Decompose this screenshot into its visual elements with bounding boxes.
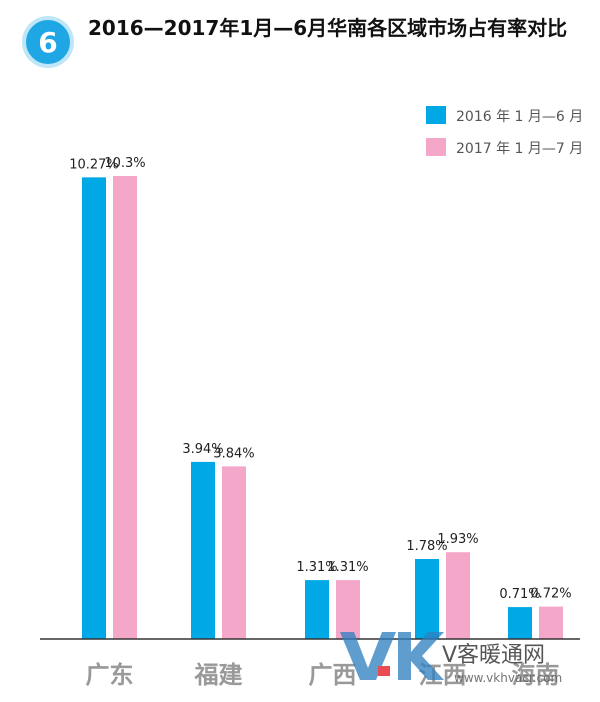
legend-label-2017: 2017 年 1 月—7 月 — [456, 141, 583, 157]
watermark-v-shape — [340, 632, 396, 680]
watermark-site-name: V客暖通网 — [442, 643, 545, 668]
bar-福建-s1 — [191, 461, 215, 639]
chart-title: 2016—2017年1月—6月华南各区域市场占有率对比 — [88, 16, 568, 40]
value-label-海南-s1: 0.71% — [499, 587, 540, 602]
bar-广东-s1 — [82, 177, 106, 639]
bar-江西-s2 — [446, 552, 470, 639]
value-label-广东-s2: 10.3% — [104, 156, 145, 171]
legend-swatch-2017 — [426, 138, 446, 156]
x-tick-labels-group: 广东 福建 广西 江西 海南 — [86, 661, 560, 689]
bar-江西-s1 — [415, 558, 439, 639]
value-label-福建-s1: 3.94% — [182, 442, 223, 457]
watermark-red-dot — [378, 666, 390, 676]
value-labels-group: 10.27%10.3% 3.94%3.84% 1.31%1.31% 1.78%1.93… — [69, 156, 571, 602]
watermark-url: www.vkhvacr.com — [454, 671, 562, 685]
x-tick-label-广东: 广东 — [86, 661, 134, 689]
watermark: V客暖通网 www.vkhvacr.com — [340, 632, 562, 685]
x-tick-label-海南: 海南 — [512, 661, 560, 689]
bar-福建-s2 — [222, 466, 246, 639]
bar-广西-s1 — [305, 580, 329, 639]
legend: 2016 年 1 月—6 月 2017 年 1 月—7 月 — [426, 106, 583, 157]
legend-swatch-2016 — [426, 106, 446, 124]
value-label-广东-s1: 10.27% — [69, 157, 119, 172]
bar-广东-s2 — [113, 176, 137, 639]
value-label-福建-s2: 3.84% — [213, 446, 254, 461]
value-label-广西-s1: 1.31% — [296, 560, 337, 575]
watermark-k-shape — [398, 632, 444, 680]
bar-广西-s2 — [336, 580, 360, 639]
value-label-海南-s2: 0.72% — [530, 587, 571, 602]
legend-label-2016: 2016 年 1 月—6 月 — [456, 109, 583, 125]
bar-海南-s1 — [508, 607, 532, 639]
value-label-江西-s2: 1.93% — [437, 532, 478, 547]
bars-group — [82, 176, 563, 639]
chart-number-badge: 6 — [22, 16, 74, 68]
bar-海南-s2 — [539, 606, 563, 639]
x-tick-label-广西: 广西 — [309, 661, 357, 689]
value-label-江西-s1: 1.78% — [406, 539, 447, 554]
x-tick-label-福建: 福建 — [194, 661, 243, 689]
value-label-广西-s2: 1.31% — [327, 560, 368, 575]
